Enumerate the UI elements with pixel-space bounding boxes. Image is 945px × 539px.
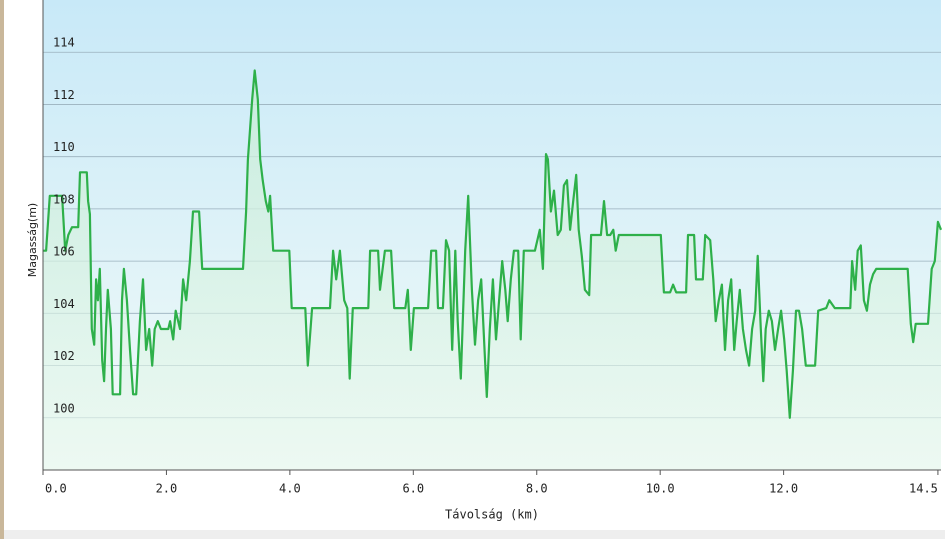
x-tick-label: 12.0 — [769, 482, 798, 496]
y-tick-label: 106 — [53, 245, 75, 259]
elevation-line — [43, 69, 943, 419]
x-tick-label: 0.0 — [45, 482, 67, 496]
y-tick-label: 100 — [53, 401, 75, 415]
x-tick-label: 8.0 — [526, 482, 548, 496]
y-tick-label: 112 — [53, 88, 75, 102]
x-tick-label: 2.0 — [156, 482, 178, 496]
x-tick-label: 4.0 — [279, 482, 301, 496]
y-tick-label: 108 — [53, 192, 75, 206]
marks — [43, 69, 943, 470]
y-tick-label: 114 — [53, 36, 75, 50]
y-tick-label: 102 — [53, 349, 75, 363]
y-tick-label: 104 — [53, 297, 75, 311]
x-axis-title: Távolság (km) — [445, 508, 539, 522]
bottom-strip — [4, 530, 945, 539]
left-edge — [0, 0, 4, 539]
x-tick-label: 14.5 — [909, 482, 938, 496]
x-tick-label: 6.0 — [402, 482, 424, 496]
x-tick-label: 10.0 — [646, 482, 675, 496]
y-axis-title: Magasság(m) — [26, 203, 39, 277]
area-fill — [43, 70, 941, 470]
y-tick-label: 110 — [53, 140, 75, 154]
